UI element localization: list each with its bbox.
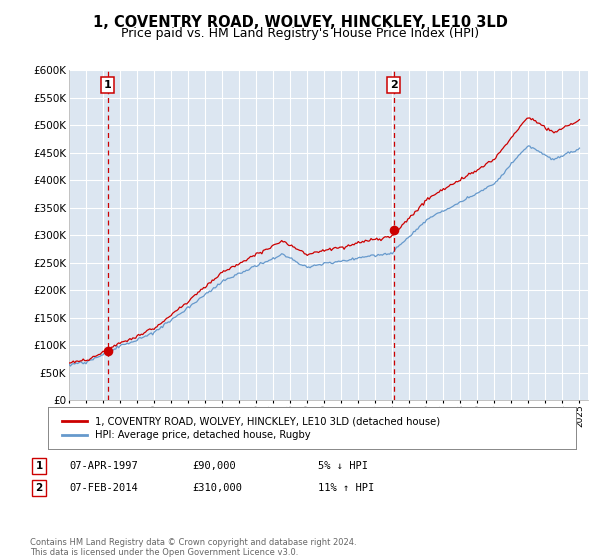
Text: Price paid vs. HM Land Registry's House Price Index (HPI): Price paid vs. HM Land Registry's House …: [121, 27, 479, 40]
Text: 1: 1: [104, 80, 112, 90]
Legend: 1, COVENTRY ROAD, WOLVEY, HINCKLEY, LE10 3LD (detached house), HPI: Average pric: 1, COVENTRY ROAD, WOLVEY, HINCKLEY, LE10…: [58, 412, 445, 444]
Text: £90,000: £90,000: [192, 461, 236, 471]
Text: 1, COVENTRY ROAD, WOLVEY, HINCKLEY, LE10 3LD: 1, COVENTRY ROAD, WOLVEY, HINCKLEY, LE10…: [92, 15, 508, 30]
Text: 07-FEB-2014: 07-FEB-2014: [69, 483, 138, 493]
Text: 1: 1: [35, 461, 43, 471]
Text: 11% ↑ HPI: 11% ↑ HPI: [318, 483, 374, 493]
Text: 2: 2: [390, 80, 398, 90]
Text: Contains HM Land Registry data © Crown copyright and database right 2024.
This d: Contains HM Land Registry data © Crown c…: [30, 538, 356, 557]
Text: £310,000: £310,000: [192, 483, 242, 493]
Text: 5% ↓ HPI: 5% ↓ HPI: [318, 461, 368, 471]
Text: 2: 2: [35, 483, 43, 493]
Text: 07-APR-1997: 07-APR-1997: [69, 461, 138, 471]
Point: [389, 225, 398, 234]
Point: [103, 346, 112, 356]
